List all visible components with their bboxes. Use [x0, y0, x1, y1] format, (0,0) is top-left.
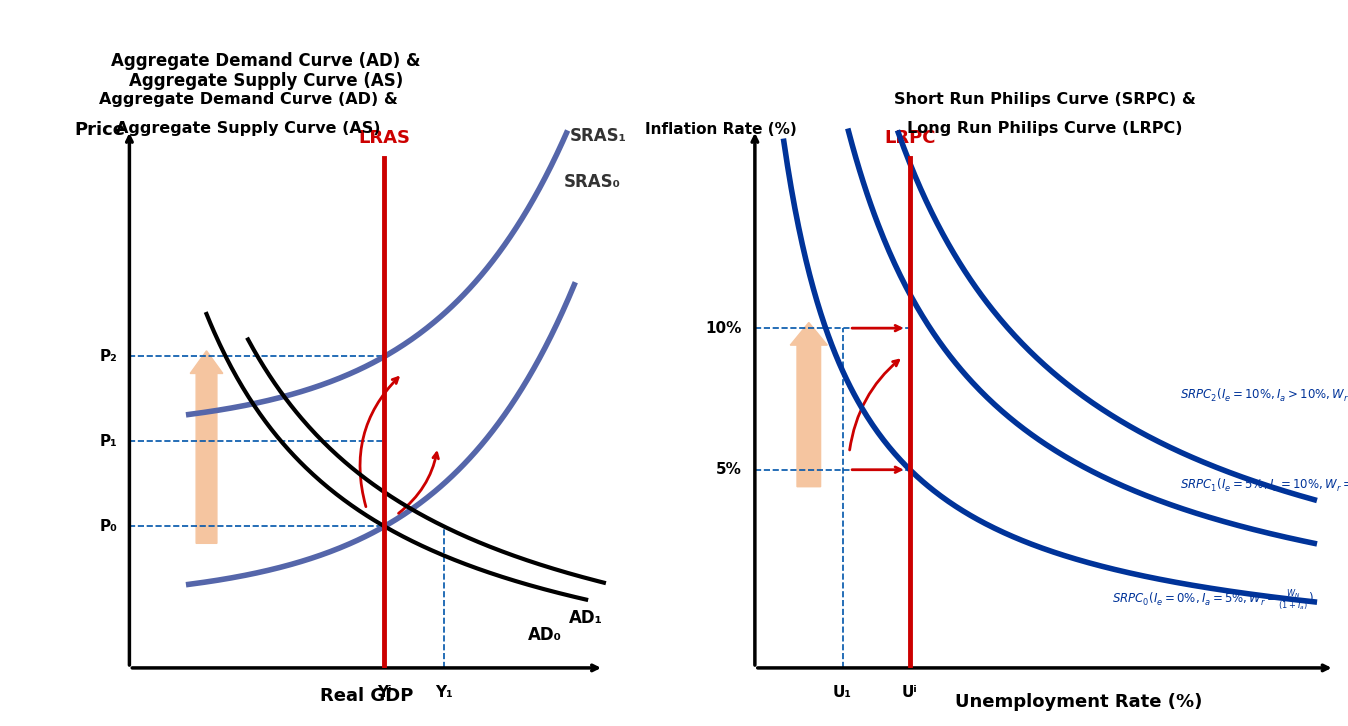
Text: Unemployment Rate (%): Unemployment Rate (%) [954, 693, 1202, 711]
Text: $SRPC_1(I_e=5\%, I_a=10\%, W_r=\frac{W_N}{(1+I_a)})$: $SRPC_1(I_e=5\%, I_a=10\%, W_r=\frac{W_N… [1180, 474, 1348, 499]
FancyArrow shape [790, 322, 828, 486]
Text: U₁: U₁ [833, 685, 852, 700]
Text: SRAS₁: SRAS₁ [570, 127, 627, 145]
Text: 10%: 10% [705, 321, 741, 335]
Text: 5%: 5% [716, 462, 741, 477]
Text: Uⁱ: Uⁱ [902, 685, 918, 700]
Text: SRAS₀: SRAS₀ [563, 173, 620, 191]
Text: Aggregate Demand Curve (AD) &
Aggregate Supply Curve (AS): Aggregate Demand Curve (AD) & Aggregate … [111, 52, 421, 90]
Text: Short Run Philips Curve (SRPC) &: Short Run Philips Curve (SRPC) & [894, 92, 1196, 107]
Text: Monetarist View of AD-AS and Phillips Curve: Monetarist View of AD-AS and Phillips Cu… [221, 27, 1127, 60]
Text: Yⁱ: Yⁱ [377, 685, 392, 700]
Text: Long Run Philips Curve (LRPC): Long Run Philips Curve (LRPC) [907, 121, 1182, 136]
Text: LRPC: LRPC [884, 129, 936, 147]
FancyArrow shape [190, 351, 222, 543]
Text: Price: Price [74, 121, 125, 139]
Text: $SRPC_0(I_e=0\%, I_a=5\%, W_r=\frac{W_N}{(1+I_a)})$: $SRPC_0(I_e=0\%, I_a=5\%, W_r=\frac{W_N}… [1112, 587, 1314, 613]
Text: AD₀: AD₀ [527, 626, 562, 644]
Text: LRAS: LRAS [359, 129, 410, 147]
Text: P₁: P₁ [100, 434, 117, 449]
Text: Aggregate Demand Curve (AD) &: Aggregate Demand Curve (AD) & [98, 92, 398, 107]
Text: Aggregate Demand Curve (AD) &
Aggregate Supply Curve (AS): Aggregate Demand Curve (AD) & Aggregate … [111, 52, 421, 90]
Text: Inflation Rate (%): Inflation Rate (%) [646, 123, 797, 137]
Text: P₀: P₀ [100, 519, 117, 534]
Text: Aggregate Supply Curve (AS): Aggregate Supply Curve (AS) [116, 121, 380, 136]
Text: P₂: P₂ [100, 349, 117, 364]
Text: $SRPC_2(I_e=10\%, I_a>10\%, W_r=\frac{W_N}{(1+I_a)})$: $SRPC_2(I_e=10\%, I_a>10\%, W_r=\frac{W_… [1180, 383, 1348, 409]
Text: AD₁: AD₁ [569, 608, 603, 627]
Text: Y₁: Y₁ [435, 685, 453, 700]
Text: Real GDP: Real GDP [319, 688, 414, 705]
